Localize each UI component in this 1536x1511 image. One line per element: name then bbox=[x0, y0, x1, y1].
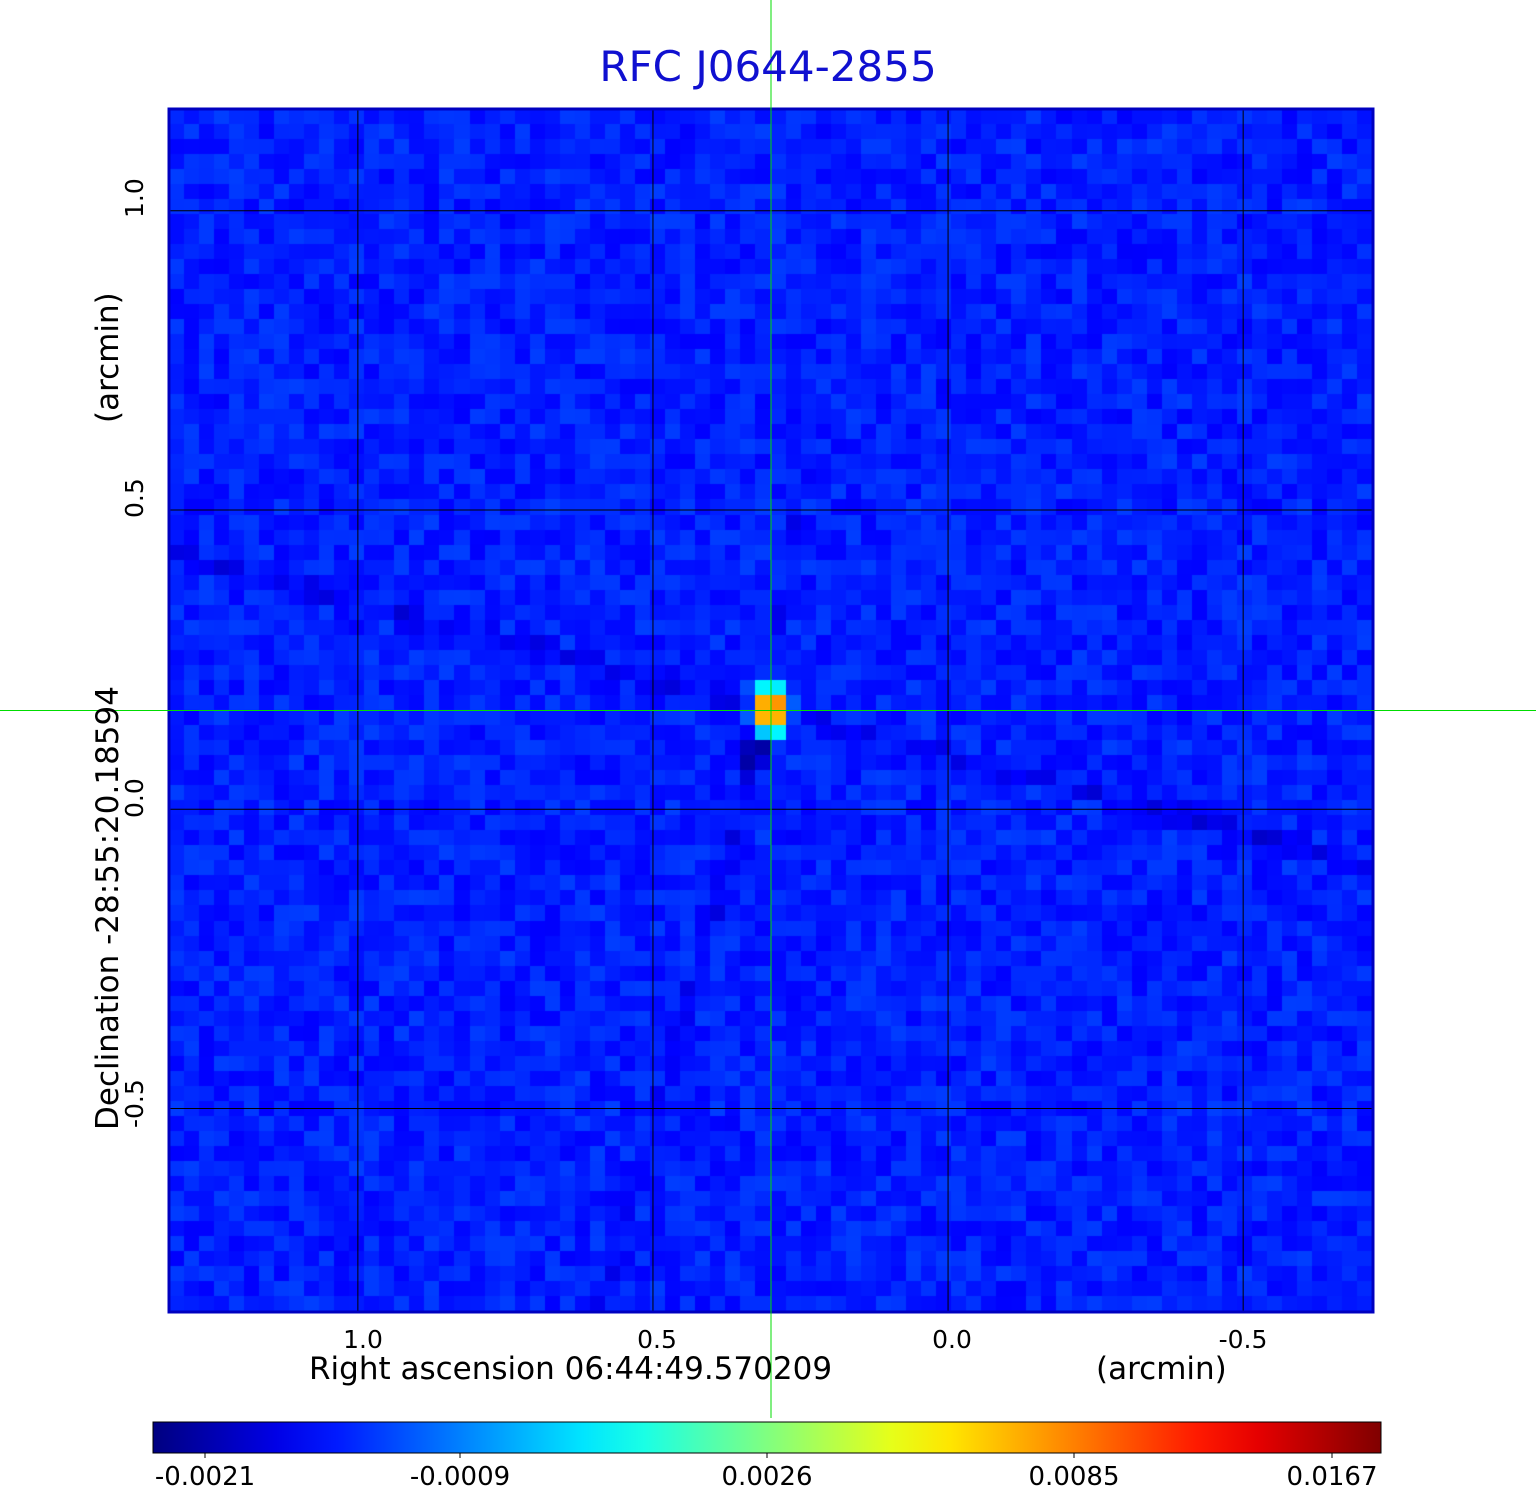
x-axis-label: Right ascension 06:44:49.570209 bbox=[309, 1351, 833, 1387]
y-tick-label: 0.5 bbox=[120, 478, 149, 518]
x-tick-label: 0.0 bbox=[932, 1325, 972, 1354]
colorbar-tick-label: 0.0085 bbox=[1028, 1462, 1120, 1492]
colorbar-tick-label: -0.0009 bbox=[409, 1462, 511, 1492]
x-tick-label: 1.0 bbox=[343, 1325, 383, 1354]
x-tick-label: 0.5 bbox=[637, 1325, 677, 1354]
chart-title: RFC J0644-2855 bbox=[599, 42, 937, 91]
x-axis-unit: (arcmin) bbox=[1096, 1351, 1227, 1387]
colorbar-tick-label: -0.0021 bbox=[154, 1462, 256, 1492]
colorbar-tick-label: 0.0167 bbox=[1286, 1462, 1378, 1492]
colorbar-tick-label: 0.0026 bbox=[721, 1462, 813, 1492]
y-axis-unit: (arcmin) bbox=[90, 292, 126, 423]
colorbar bbox=[152, 1421, 1382, 1454]
y-axis-label: Declination -28:55:20.18594 bbox=[90, 686, 126, 1130]
y-tick-label: 1.0 bbox=[120, 178, 149, 218]
x-tick-label: -0.5 bbox=[1218, 1325, 1268, 1354]
